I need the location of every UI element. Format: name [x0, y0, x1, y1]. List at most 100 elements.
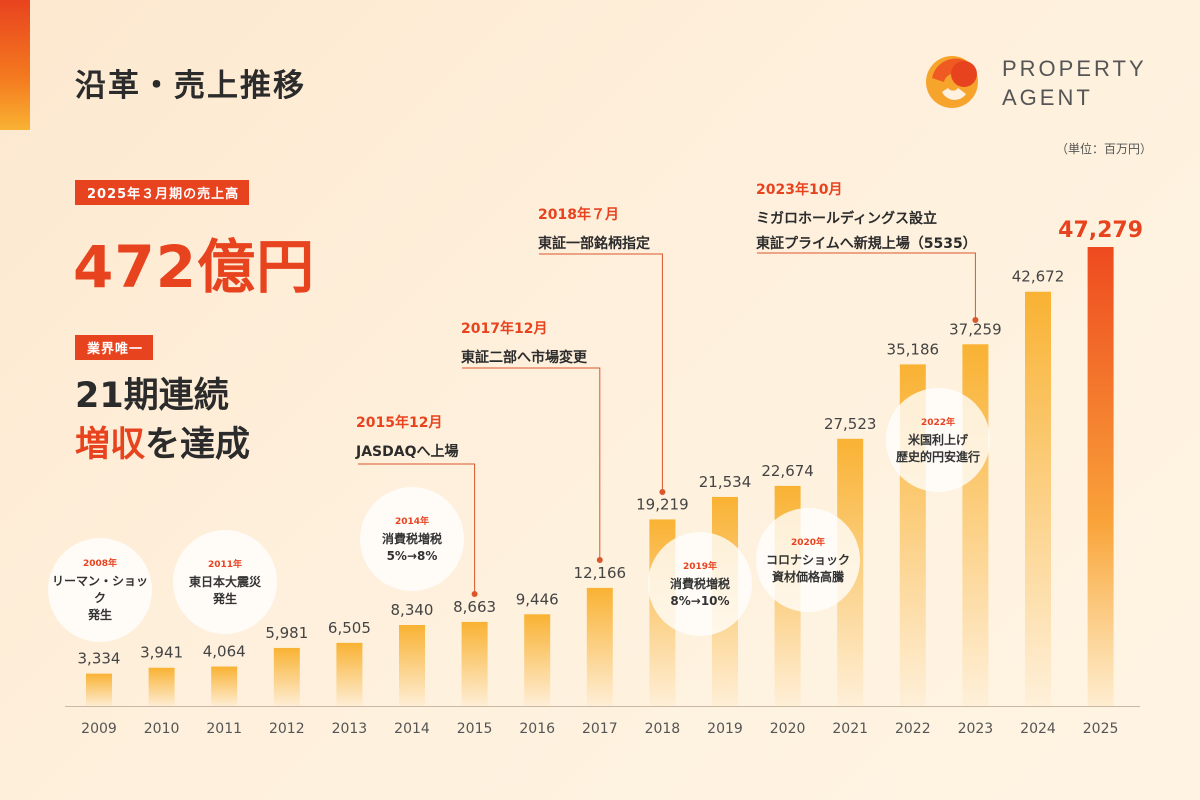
leader-line-2018 — [539, 253, 663, 492]
event-text: 東日本大震災 発生 — [188, 574, 261, 606]
value-label-2025: 47,279 — [1058, 218, 1143, 243]
event-circle-2014: 2014年 消費税増税 5%→8% — [360, 487, 464, 591]
milestone-desc: 東証二部へ市場変更 — [461, 350, 587, 366]
x-tick-2014: 2014 — [394, 721, 430, 737]
streak-line-1: 21期連続 — [75, 376, 229, 416]
bar-2015 — [461, 621, 488, 706]
milestone-desc: JASDAQへ上場 — [356, 444, 459, 460]
accent-bar — [0, 0, 30, 130]
bar-2024 — [1025, 291, 1051, 706]
bar-2011 — [211, 666, 238, 706]
streak-headline: 21期連続 増収を達成 — [75, 372, 250, 470]
x-tick-2012: 2012 — [269, 721, 305, 737]
value-label-2018: 19,219 — [636, 495, 689, 513]
value-label-2014: 8,340 — [391, 601, 434, 619]
milestone-2017: 2017年12月 東証二部へ市場変更 — [461, 318, 587, 371]
milestone-desc-1: ミガロホールディングス設立 — [756, 211, 938, 227]
streak-red: 増収 — [75, 425, 146, 465]
value-label-2022: 35,186 — [887, 340, 940, 358]
event-circle-2019: 2019年 消費税増税 8%→10% — [648, 532, 752, 636]
unique-tag: 業界唯一 — [75, 335, 154, 360]
event-year: 2022年 — [920, 417, 956, 428]
bar-2012 — [273, 647, 300, 706]
leader-line-2023 — [757, 252, 976, 320]
event-text: コロナショック 資材価格高騰 — [765, 552, 850, 584]
event-text: リーマン・ショック 発生 — [51, 574, 148, 622]
value-label-2010: 3,941 — [140, 644, 183, 662]
value-label-2011: 4,064 — [203, 643, 246, 661]
logo-text: PROPERTY AGENT — [1002, 54, 1147, 112]
value-label-2015: 8,663 — [453, 598, 496, 616]
unit-label: （単位：百万円） — [1056, 142, 1153, 156]
milestone-desc-2: 東証プライムへ新規上場（5535） — [756, 236, 977, 252]
bar-2009 — [86, 673, 112, 706]
page-title: 沿革・売上推移 — [75, 68, 306, 104]
bar-2014 — [399, 625, 425, 706]
event-year: 2020年 — [790, 537, 826, 548]
x-tick-2013: 2013 — [332, 721, 368, 737]
event-year: 2011年 — [207, 559, 243, 570]
x-tick-2022: 2022 — [895, 721, 931, 737]
milestone-date: 2023年10月 — [756, 182, 843, 198]
x-tick-2011: 2011 — [206, 721, 242, 737]
event-year: 2019年 — [682, 561, 718, 572]
x-tick-2025: 2025 — [1083, 721, 1119, 737]
value-label-2019: 21,534 — [699, 473, 752, 491]
event-circle-2022: 2022年 米国利上げ 歴史的円安進行 — [886, 388, 990, 492]
x-tick-2023: 2023 — [958, 721, 994, 737]
x-tick-2017: 2017 — [582, 721, 618, 737]
event-year: 2014年 — [394, 516, 430, 527]
value-label-2009: 3,334 — [78, 650, 121, 668]
logo-line-2: AGENT — [1002, 85, 1093, 110]
x-tick-2010: 2010 — [144, 721, 180, 737]
x-tick-2016: 2016 — [519, 721, 555, 737]
event-circle-2011: 2011年 東日本大震災 発生 — [173, 530, 277, 634]
milestone-desc: 東証一部銘柄指定 — [538, 236, 650, 252]
bar-2017 — [586, 587, 613, 706]
event-text: 消費税増税 5%→8% — [381, 531, 442, 563]
x-tick-2020: 2020 — [770, 721, 806, 737]
value-label-2016: 9,446 — [516, 590, 559, 608]
event-text: 米国利上げ 歴史的円安進行 — [895, 432, 980, 464]
value-label-2017: 12,166 — [574, 564, 627, 582]
milestone-2023: 2023年10月 ミガロホールディングス設立 東証プライムへ新規上場（5535） — [756, 179, 977, 257]
value-label-2013: 6,505 — [328, 619, 371, 637]
milestone-2018: 2018年７月 東証一部銘柄指定 — [538, 204, 650, 257]
leader-line-2017 — [462, 367, 601, 560]
bar-2025 — [1087, 247, 1114, 706]
leader-line-2015 — [358, 463, 476, 594]
bar-2013 — [336, 642, 363, 706]
leader-dot-2023 — [972, 317, 979, 323]
x-tick-2021: 2021 — [832, 721, 868, 737]
event-circle-2020: 2020年 コロナショック 資材価格高騰 — [756, 508, 860, 612]
value-label-2012: 5,981 — [265, 624, 308, 642]
bar-2016 — [524, 614, 551, 706]
event-text: 消費税増税 8%→10% — [669, 576, 730, 608]
value-label-2020: 22,674 — [761, 462, 814, 480]
x-tick-2009: 2009 — [81, 721, 117, 737]
sales-value: 472億円 — [73, 233, 316, 301]
milestone-2015: 2015年12月 JASDAQへ上場 — [356, 412, 458, 465]
milestone-date: 2015年12月 — [356, 415, 443, 431]
bar-2010 — [148, 667, 175, 706]
company-logo-icon — [926, 56, 978, 108]
event-year: 2008年 — [82, 559, 118, 569]
leader-dot-2015 — [471, 591, 478, 597]
milestone-date: 2017年12月 — [461, 321, 548, 337]
value-label-2021: 27,523 — [824, 415, 877, 433]
value-label-2023: 37,259 — [949, 320, 1002, 338]
streak-rest: を達成 — [145, 425, 251, 465]
sales-tag: 2025年３月期の売上高 — [75, 180, 250, 205]
value-label-2024: 42,672 — [1012, 268, 1065, 286]
leader-dot-2018 — [659, 489, 666, 495]
x-axis-line — [65, 706, 1140, 707]
leader-dot-2017 — [596, 557, 603, 563]
x-tick-2018: 2018 — [645, 721, 681, 737]
x-tick-2024: 2024 — [1020, 721, 1056, 737]
x-tick-2019: 2019 — [707, 721, 743, 737]
logo-line-1: PROPERTY — [1002, 56, 1147, 81]
milestone-date: 2018年７月 — [538, 207, 619, 223]
streak-line-2: 増収を達成 — [75, 421, 250, 470]
x-tick-2015: 2015 — [457, 721, 493, 737]
